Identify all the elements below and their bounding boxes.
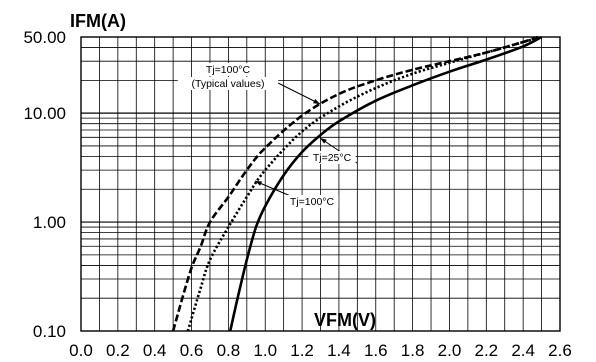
x-tick-label: 1.2 — [290, 341, 314, 360]
annotation-tj100-typical: Tj=100°C — [206, 64, 251, 76]
annotation-typical-values: (Typical values) — [192, 78, 265, 90]
y-tick-label: 10.00 — [23, 104, 66, 123]
annotation-background — [285, 195, 339, 208]
annotations: Tj=100°C (Typical values) Tj=25°C Tj=100°C — [177, 63, 356, 208]
annotation-background — [177, 77, 279, 90]
curve-tj100 — [186, 35, 542, 332]
leader-arrowhead — [320, 138, 327, 144]
annotation-background — [201, 63, 255, 76]
x-tick-label: 0.4 — [143, 341, 167, 360]
y-tick-label: 50.00 — [23, 28, 66, 47]
curve-tj25 — [228, 35, 543, 332]
leader-arrowhead — [313, 98, 320, 104]
x-tick-label: 1.8 — [401, 341, 425, 360]
annotation-tj25: Tj=25°C — [313, 152, 352, 164]
curve-tj100-typical — [171, 35, 539, 332]
curves — [171, 35, 543, 332]
y-tick-label: 0.10 — [33, 322, 66, 341]
x-tick-label: 1.6 — [364, 341, 388, 360]
x-tick-label: 0.2 — [106, 341, 130, 360]
x-tick-label: 2.0 — [438, 341, 462, 360]
annotation-leaders — [254, 77, 358, 201]
x-tick-label: 2.4 — [511, 341, 535, 360]
leader-arrowhead — [255, 181, 262, 186]
y-tick-label: 1.00 — [33, 213, 66, 232]
x-tick-label: 1.0 — [253, 341, 277, 360]
grid — [81, 37, 560, 331]
x-tick-label: 2.6 — [548, 341, 572, 360]
x-tick-label: 0.0 — [69, 341, 93, 360]
x-tick-label: 0.6 — [180, 341, 204, 360]
plot-frame — [80, 36, 561, 332]
annotation-tj100: Tj=100°C — [290, 196, 335, 208]
annotation-background — [308, 151, 356, 164]
y-axis-title: IFM(A) — [70, 11, 126, 31]
x-axis-title: VFM(V) — [314, 310, 376, 330]
y-tick-labels: 0.10 1.00 10.00 50.00 — [23, 28, 66, 341]
x-tick-label: 1.4 — [327, 341, 351, 360]
x-tick-label: 2.2 — [474, 341, 498, 360]
x-tick-label: 0.8 — [217, 341, 241, 360]
x-tick-labels: 0.0 0.2 0.4 0.6 0.8 1.0 1.2 1.4 1.6 1.8 2.0 2.2 2.4 2… — [69, 341, 572, 360]
